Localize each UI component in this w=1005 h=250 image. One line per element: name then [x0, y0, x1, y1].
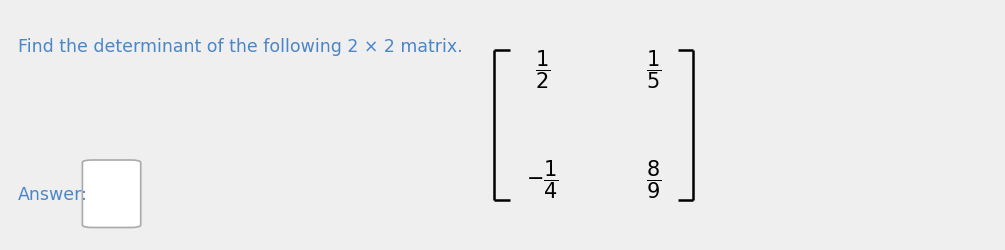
- Text: Find the determinant of the following 2 × 2 matrix.: Find the determinant of the following 2 …: [18, 38, 462, 56]
- Text: $\dfrac{1}{2}$: $\dfrac{1}{2}$: [535, 49, 551, 91]
- Text: Answer:: Answer:: [18, 186, 88, 204]
- Text: $\dfrac{8}{9}$: $\dfrac{8}{9}$: [645, 159, 661, 201]
- Text: $\dfrac{1}{5}$: $\dfrac{1}{5}$: [645, 49, 661, 91]
- FancyBboxPatch shape: [82, 160, 141, 228]
- Text: $-\dfrac{1}{4}$: $-\dfrac{1}{4}$: [527, 159, 559, 201]
